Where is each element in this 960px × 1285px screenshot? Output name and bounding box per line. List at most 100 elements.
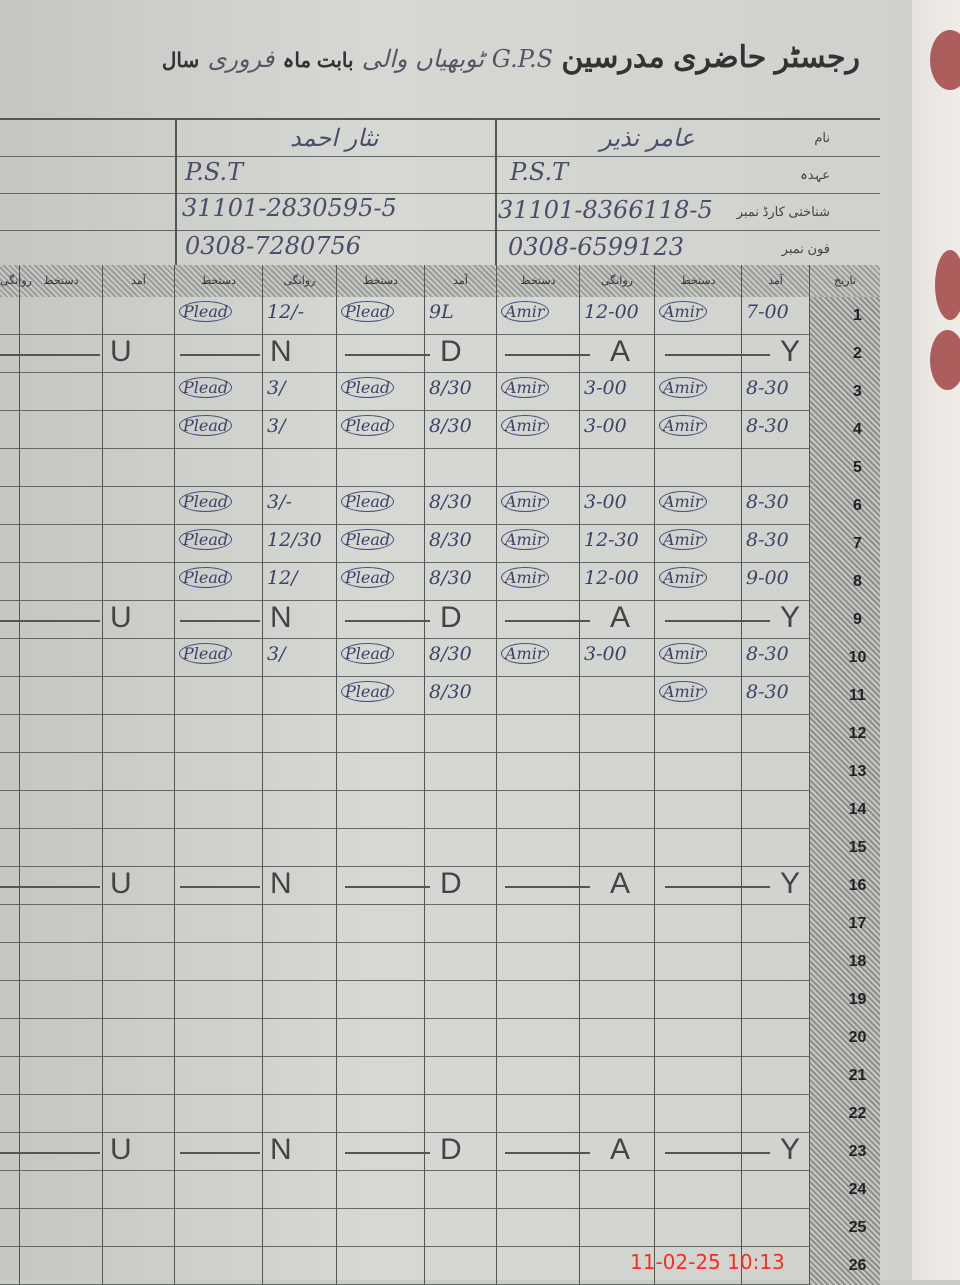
attendance-cell: 12-30 [580, 525, 655, 563]
day-number: 17 [848, 915, 867, 932]
attendance-cell [175, 867, 263, 905]
attendance-cell [175, 715, 263, 753]
attendance-cell [742, 753, 810, 791]
attendance-cell [425, 1209, 497, 1247]
dash-line [180, 354, 260, 356]
sunday-letter: U [110, 335, 132, 368]
attendance-cell [103, 1133, 175, 1171]
attendance-cell [103, 677, 175, 715]
day-number: 7 [853, 535, 862, 552]
attendance-cell: Amir [655, 639, 742, 677]
dash-line [0, 886, 100, 888]
attendance-cell [497, 981, 580, 1019]
attendance-cell [742, 335, 810, 373]
attendance-cell [497, 715, 580, 753]
signature: Plead [179, 491, 233, 512]
attendance-cell [425, 1133, 497, 1171]
attendance-cell [20, 411, 103, 449]
sunday-letter: Y [780, 335, 801, 368]
attendance-cell [175, 1247, 263, 1285]
attendance-cell [0, 943, 20, 981]
sunday-letter: N [270, 1133, 292, 1166]
attendance-cell [175, 791, 263, 829]
attendance-cell [425, 1171, 497, 1209]
day-number: 26 [848, 1257, 867, 1274]
dash-line [345, 354, 430, 356]
attendance-cell [580, 715, 655, 753]
time-entry: 8-30 [746, 643, 789, 665]
register-page [0, 0, 920, 1280]
attendance-cell [742, 715, 810, 753]
day-number: 10 [848, 649, 867, 666]
sunday-letter: A [610, 867, 631, 900]
signature: Plead [179, 529, 233, 550]
title-text: رجسٹر حاضری مدرسین [561, 41, 860, 74]
time-entry: 12/ [267, 567, 298, 589]
attendance-cell [580, 1019, 655, 1057]
attendance-cell [0, 1057, 20, 1095]
time-entry: 8/30 [429, 643, 472, 665]
attendance-cell [175, 981, 263, 1019]
attendance-cell [263, 1095, 337, 1133]
attendance-cell: 8/30 [425, 487, 497, 525]
sunday-letter: A [610, 601, 631, 634]
attendance-cell [103, 563, 175, 601]
attendance-cell: 3-00 [580, 373, 655, 411]
attendance-cell [0, 829, 20, 867]
attendance-cell: 12/30 [263, 525, 337, 563]
header-signature: دستخط [497, 265, 580, 297]
sunday-letter: N [270, 601, 292, 634]
attendance-cell [20, 525, 103, 563]
attendance-cell [580, 449, 655, 487]
attendance-cell [497, 1019, 580, 1057]
signature: Amir [659, 529, 707, 550]
signature: Plead [341, 643, 395, 664]
day-number: 3 [853, 383, 862, 400]
signature: Amir [659, 491, 707, 512]
signature: Plead [179, 567, 233, 588]
attendance-cell [20, 829, 103, 867]
attendance-cell [103, 905, 175, 943]
attendance-cell: 12-00 [580, 563, 655, 601]
attendance-cell [425, 905, 497, 943]
header-signature: دستخط [175, 265, 263, 297]
attendance-cell [0, 297, 20, 335]
attendance-cell: Plead [337, 411, 425, 449]
attendance-cell [103, 715, 175, 753]
time-entry: 8/30 [429, 681, 472, 703]
attendance-cell [103, 1057, 175, 1095]
attendance-cell [337, 1095, 425, 1133]
dash-line [665, 620, 770, 622]
attendance-cell [655, 715, 742, 753]
header-departure: روانگی [580, 265, 655, 297]
attendance-cell [742, 1095, 810, 1133]
attendance-cell [425, 791, 497, 829]
dash-line [180, 620, 260, 622]
dash-line [0, 354, 100, 356]
signature: Plead [179, 415, 233, 436]
signature: Plead [179, 301, 233, 322]
attendance-cell [497, 677, 580, 715]
attendance-cell [175, 1057, 263, 1095]
attendance-cell [337, 829, 425, 867]
attendance-cell [103, 829, 175, 867]
sunday-letter: N [270, 335, 292, 368]
time-entry: 3-00 [584, 643, 627, 665]
day-number: 21 [848, 1067, 867, 1084]
sunday-letter: A [610, 1133, 631, 1166]
attendance-cell [263, 1057, 337, 1095]
sunday-letter: D [440, 335, 462, 368]
attendance-cell [20, 1057, 103, 1095]
dash-line [0, 1152, 100, 1154]
attendance-cell [20, 753, 103, 791]
attendance-cell [655, 1019, 742, 1057]
attendance-cell [742, 1057, 810, 1095]
dash-line [345, 1152, 430, 1154]
attendance-cell: Plead [175, 639, 263, 677]
time-entry: 3/ [267, 415, 286, 437]
attendance-cell [20, 677, 103, 715]
attendance-cell [497, 829, 580, 867]
attendance-cell [263, 791, 337, 829]
attendance-cell: 9-00 [742, 563, 810, 601]
attendance-cell [655, 829, 742, 867]
